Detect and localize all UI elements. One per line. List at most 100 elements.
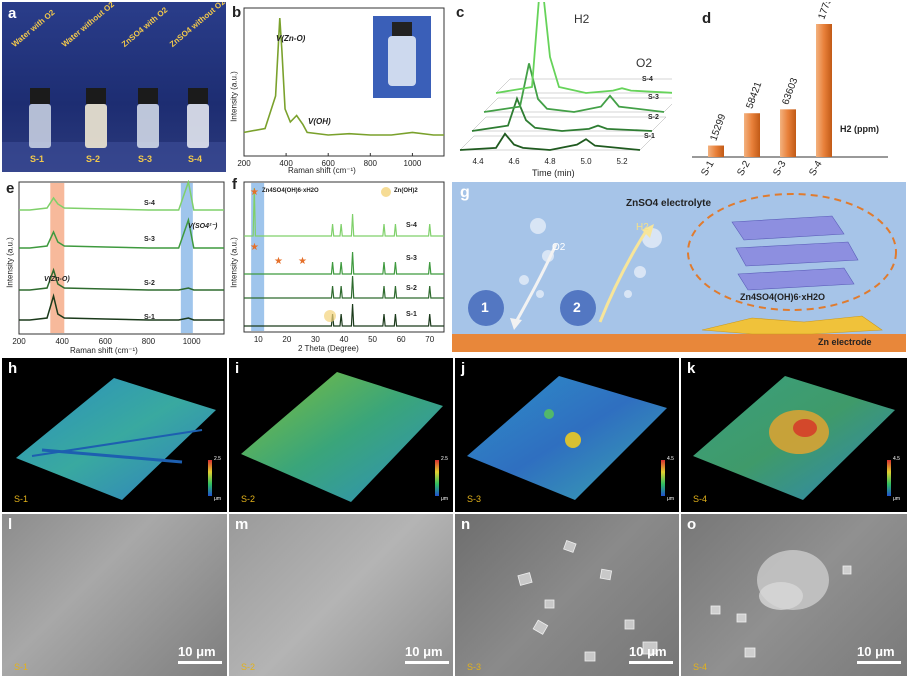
panel-label-j: j	[461, 360, 466, 377]
e-xtick-label: 200	[12, 337, 26, 346]
i-surface-svg	[241, 372, 443, 502]
f-star-2: ★	[274, 256, 283, 267]
e-series-label-1: S-1	[144, 314, 155, 321]
j-sample-label: S-3	[467, 494, 482, 504]
xlabel-f: 2 Theta (Degree)	[298, 344, 359, 353]
annot-so4-e: V(SO4²⁻)	[188, 223, 218, 230]
f-series-label-4: S-4	[406, 222, 417, 229]
e-highlight-so4	[180, 183, 193, 333]
series-f	[244, 187, 444, 327]
g-step-2-label: 2	[573, 299, 581, 315]
panel-label-f: f	[232, 178, 237, 193]
o-sample-label: S-4	[693, 662, 708, 672]
panel-label-k: k	[687, 360, 696, 377]
i-scale-unit: μm	[441, 496, 449, 502]
c-xtick-label: 5.0	[580, 157, 592, 166]
c-baseline-frame	[495, 78, 672, 94]
c-xtick-label: 4.4	[472, 157, 484, 166]
panel-g-schematic: g ZnSO4 electrolyte O2 H2 1 2 Zn4SO4(OH)…	[452, 182, 906, 352]
g-schematic-svg	[452, 182, 906, 352]
c-line	[495, 2, 672, 94]
d-bar	[816, 24, 832, 157]
e-xtick-label: 1000	[183, 337, 201, 346]
d-bar	[780, 109, 796, 157]
panel-f-xrd: f Intensity (a.u.) 10 20 30 40 50 60 70 ★ ★ ★ …	[228, 178, 450, 356]
c-baseline-frame	[459, 135, 655, 151]
l-sample-label: S-1	[14, 662, 29, 672]
g-crystal-layers	[731, 215, 859, 291]
panel-e-raman: e Intensity (a.u.) 200 400 600 800 1000 S-4 …	[2, 180, 228, 356]
annot-zno-e: V(Zn-O)	[44, 276, 70, 283]
f-series-label-3: S-3	[406, 255, 417, 262]
j-scale-max: 4.5	[667, 456, 674, 462]
annot-zno-b: V(Zn-O)	[276, 34, 306, 43]
h-scale-max: 2.5	[214, 456, 221, 462]
i-sample-label: S-2	[241, 494, 256, 504]
c-line	[471, 96, 653, 132]
plot-frame-f	[243, 181, 445, 333]
panel-label-l: l	[8, 516, 13, 533]
ticks-e: 200 400 600 800 1000	[12, 337, 201, 346]
panel-n-sem: n S-3 10 μm	[455, 514, 679, 676]
panel-m-sem: m S-2 10 μm	[229, 514, 453, 676]
f-xtick-label: 20	[282, 335, 291, 344]
e-xtick-label: 400	[55, 337, 69, 346]
o-scale-bar	[857, 661, 901, 664]
d-bar	[744, 113, 760, 157]
e-xtick-label: 600	[99, 337, 113, 346]
f-star-markers: ★ ★ ★ ★	[250, 187, 391, 322]
ticks-c: 4.4 4.6 4.8 5.0 5.2	[472, 157, 628, 166]
f-star-3: ★	[298, 256, 307, 267]
vial-4	[187, 88, 209, 148]
f-line	[244, 275, 444, 299]
h-scale-unit: μm	[214, 496, 222, 502]
chart-f-svg: 10 20 30 40 50 60 70 ★ ★ ★ ★	[243, 181, 445, 344]
j-scale-unit: μm	[667, 496, 675, 502]
f-xtick-label: 60	[397, 335, 406, 344]
xlabel-b: Raman shift (cm⁻¹)	[288, 166, 356, 175]
k-scale-unit: μm	[893, 496, 901, 502]
m-sample-label: S-2	[241, 662, 256, 672]
vials-photo	[2, 2, 226, 172]
g-electrolyte-label: ZnSO4 electrolyte	[626, 198, 712, 209]
chart-c-svg: 4.4 4.6 4.8 5.0 5.2	[459, 2, 672, 166]
h-sample-label: S-1	[14, 494, 29, 504]
vial-2	[85, 88, 107, 148]
g-arrow-o2	[514, 243, 558, 323]
xlabel-e: Raman shift (cm⁻¹)	[70, 346, 138, 355]
g-o2-label: O2	[552, 242, 566, 253]
c-baseline-frame	[483, 97, 672, 113]
sample-label-3: S-3	[138, 154, 153, 164]
c-series-label-1: S-1	[644, 133, 655, 140]
o-scale-label: 10 μm	[857, 644, 895, 659]
h-colorbar	[208, 460, 212, 496]
ylabel-d: H2 (ppm)	[840, 124, 879, 134]
d-category-label: S-3	[771, 159, 789, 178]
d-bar	[708, 145, 724, 157]
f-line	[244, 187, 444, 237]
panel-o-sem: o S-4 10 μm	[681, 514, 907, 676]
c-xtick-label: 5.2	[616, 157, 628, 166]
c-line	[459, 132, 641, 151]
o-cluster-svg	[710, 550, 852, 658]
b-xtick-label: 600	[322, 159, 336, 168]
b-xtick-label: 200	[237, 159, 251, 168]
m-scale-bar	[405, 661, 449, 664]
chart-b-svg: 200 400 600 800 1000	[237, 7, 445, 168]
f-legend-zn: Zn(OH)2	[394, 188, 418, 194]
panel-c-gc: c 4.4 4.6 4.8 5.0 5.2 H2 O2 S-4 S-3 S-2 S-1 …	[452, 2, 672, 180]
d-value-label: 15299	[708, 112, 728, 142]
n-sample-label: S-3	[467, 662, 482, 672]
i-scale-max: 2.5	[441, 456, 448, 462]
panel-i-topography: i S-2 2.5 μm	[229, 358, 453, 512]
c-baseline-frame	[471, 116, 667, 132]
c-xtick-label: 4.8	[544, 157, 556, 166]
f-legend-zhs: Zn4SO4(OH)6·xH2O	[262, 188, 319, 194]
c-series-label-2: S-2	[648, 114, 659, 121]
panel-b-raman: b Intensity (a.u.) 200 400 600 800 1000 V(Zn…	[228, 2, 450, 178]
d-value-label: 177513	[816, 2, 838, 21]
f-line	[244, 251, 444, 275]
m-scale-label: 10 μm	[405, 644, 443, 659]
panel-a-photo: a Water with O2 Water without O2 ZnSO4 w…	[2, 2, 226, 172]
f-xtick-label: 50	[368, 335, 377, 344]
